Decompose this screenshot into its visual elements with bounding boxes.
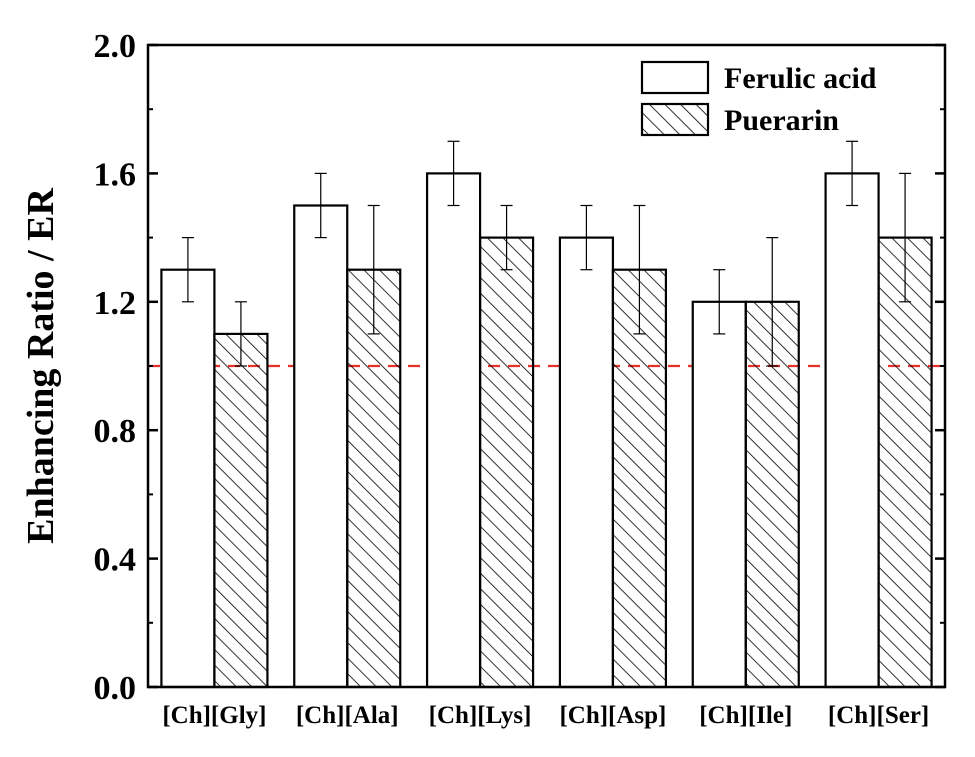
x-tick-label: [Ch][Ala] xyxy=(296,702,399,729)
bar-ferulic-acid xyxy=(160,268,216,689)
bar-puerarin xyxy=(213,332,269,689)
legend-label: Puerarin xyxy=(724,104,839,137)
legend-label: Ferulic acid xyxy=(724,62,877,95)
y-tick-label: 1.2 xyxy=(94,285,137,322)
x-tick-label: [Ch][Asp] xyxy=(559,702,666,729)
x-tick-label: [Ch][Ser] xyxy=(828,702,929,729)
bar-puerarin xyxy=(611,268,668,689)
bar-ferulic-acid xyxy=(425,172,482,689)
bar-ferulic-acid xyxy=(293,204,349,689)
y-tick-label: 0.4 xyxy=(94,542,137,579)
bar-ferulic-acid xyxy=(691,300,747,689)
y-tick-label: 2.0 xyxy=(94,28,137,65)
y-tick-label: 0.0 xyxy=(94,670,137,707)
x-tick-label: [Ch][Lys] xyxy=(429,702,532,729)
bar-puerarin xyxy=(478,236,535,689)
legend-swatch-ferulic-acid xyxy=(640,60,710,95)
bar-ferulic-acid xyxy=(558,236,615,689)
x-tick-label: [Ch][Ile] xyxy=(699,702,792,729)
x-tick-label: [Ch][Gly] xyxy=(162,702,266,729)
bar-puerarin xyxy=(877,236,933,689)
bar-ferulic-acid xyxy=(824,172,880,689)
legend-swatch-puerarin xyxy=(640,102,710,137)
y-axis-title: Enhancing Ratio / ER xyxy=(20,188,62,544)
y-tick-label: 1.6 xyxy=(94,156,137,193)
y-tick-label: 0.8 xyxy=(94,413,137,450)
